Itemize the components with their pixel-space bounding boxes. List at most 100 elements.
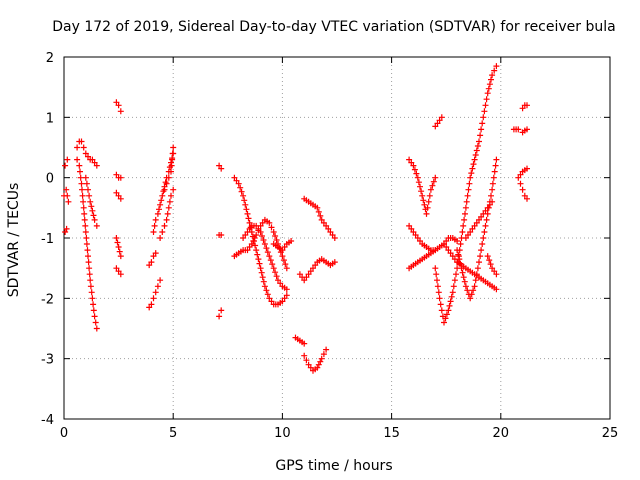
data-point bbox=[465, 186, 472, 193]
data-point bbox=[482, 222, 489, 229]
data-point bbox=[478, 247, 485, 254]
chart-title: Day 172 of 2019, Sidereal Day-to-day VTE… bbox=[52, 19, 615, 35]
data-point bbox=[264, 291, 271, 298]
data-point bbox=[482, 102, 489, 109]
data-point bbox=[154, 210, 161, 217]
data-point bbox=[434, 120, 441, 127]
data-point bbox=[87, 277, 94, 284]
data-point bbox=[238, 188, 245, 195]
data-point bbox=[165, 174, 172, 181]
data-point bbox=[113, 235, 120, 241]
data-point bbox=[89, 295, 96, 302]
data-point bbox=[85, 259, 92, 266]
data-point bbox=[164, 210, 171, 217]
data-point bbox=[80, 204, 87, 211]
data-point bbox=[432, 265, 439, 272]
data-point bbox=[84, 247, 91, 254]
data-point bbox=[441, 319, 447, 326]
data-point bbox=[459, 229, 466, 235]
data-point bbox=[93, 325, 100, 332]
data-point bbox=[463, 198, 470, 205]
data-point bbox=[488, 76, 494, 83]
data-point bbox=[264, 249, 271, 256]
data-point bbox=[88, 289, 95, 296]
data-point bbox=[80, 144, 87, 151]
data-point bbox=[152, 250, 159, 257]
data-point bbox=[492, 162, 499, 169]
data-point bbox=[486, 257, 493, 264]
data-point bbox=[152, 216, 159, 223]
x-tick-label: 15 bbox=[383, 426, 400, 441]
data-point bbox=[460, 222, 467, 229]
data-point bbox=[116, 248, 123, 255]
data-point bbox=[457, 241, 464, 247]
data-point bbox=[279, 253, 286, 260]
data-point bbox=[446, 302, 453, 309]
data-point bbox=[421, 201, 428, 208]
data-point bbox=[485, 85, 492, 92]
data-point bbox=[93, 222, 100, 229]
data-point bbox=[81, 210, 88, 217]
data-point bbox=[317, 212, 324, 219]
data-point bbox=[429, 182, 436, 189]
data-point bbox=[453, 271, 459, 278]
data-point bbox=[117, 108, 124, 115]
data-point bbox=[63, 186, 70, 193]
data-point bbox=[168, 162, 175, 169]
data-point bbox=[413, 170, 420, 177]
data-point bbox=[468, 291, 475, 298]
data-point bbox=[491, 67, 498, 74]
data-point bbox=[244, 229, 251, 235]
axis-ticks: 0 5 10 15 20 25 -4 -3 -2 -1 0 1 2 bbox=[41, 51, 618, 441]
data-point bbox=[86, 192, 93, 199]
data-point bbox=[80, 198, 87, 205]
data-point bbox=[82, 222, 89, 229]
data-point bbox=[464, 192, 471, 199]
data-point bbox=[483, 96, 490, 103]
data-point bbox=[438, 114, 445, 121]
data-point bbox=[241, 197, 248, 204]
data-point bbox=[445, 307, 452, 314]
data-point bbox=[62, 162, 69, 169]
data-point bbox=[283, 292, 290, 299]
data-point bbox=[468, 170, 475, 177]
data-point bbox=[471, 156, 478, 163]
data-point bbox=[78, 138, 85, 145]
y-axis-label: SDTVAR / TECUs bbox=[6, 183, 22, 298]
data-point bbox=[79, 186, 85, 193]
data-point bbox=[77, 168, 83, 175]
data-point bbox=[433, 271, 440, 278]
data-point bbox=[76, 162, 83, 169]
data-point bbox=[74, 144, 81, 151]
data-point bbox=[152, 289, 159, 296]
data-point bbox=[487, 261, 494, 268]
data-point bbox=[325, 225, 332, 232]
data-point bbox=[489, 198, 496, 205]
y-tick-label: 1 bbox=[46, 111, 54, 126]
data-point bbox=[170, 186, 177, 193]
x-tick-label: 5 bbox=[169, 426, 177, 441]
data-point bbox=[417, 183, 423, 190]
data-point bbox=[411, 166, 418, 173]
data-point bbox=[63, 225, 70, 232]
data-point bbox=[255, 225, 262, 232]
data-point bbox=[254, 251, 261, 258]
data-point bbox=[301, 340, 308, 347]
data-point bbox=[493, 286, 500, 293]
data-point bbox=[256, 260, 263, 267]
data-point bbox=[64, 156, 71, 163]
data-point bbox=[430, 178, 437, 185]
data-point bbox=[151, 222, 158, 229]
data-point bbox=[159, 229, 166, 235]
data-point bbox=[479, 120, 486, 127]
data-point bbox=[424, 204, 431, 211]
data-point bbox=[163, 180, 170, 187]
data-point bbox=[89, 207, 96, 214]
data-point bbox=[517, 171, 524, 178]
data-point bbox=[218, 165, 225, 172]
data-point bbox=[157, 235, 164, 241]
data-point bbox=[414, 174, 421, 181]
data-point bbox=[435, 289, 442, 296]
data-point bbox=[270, 265, 277, 272]
